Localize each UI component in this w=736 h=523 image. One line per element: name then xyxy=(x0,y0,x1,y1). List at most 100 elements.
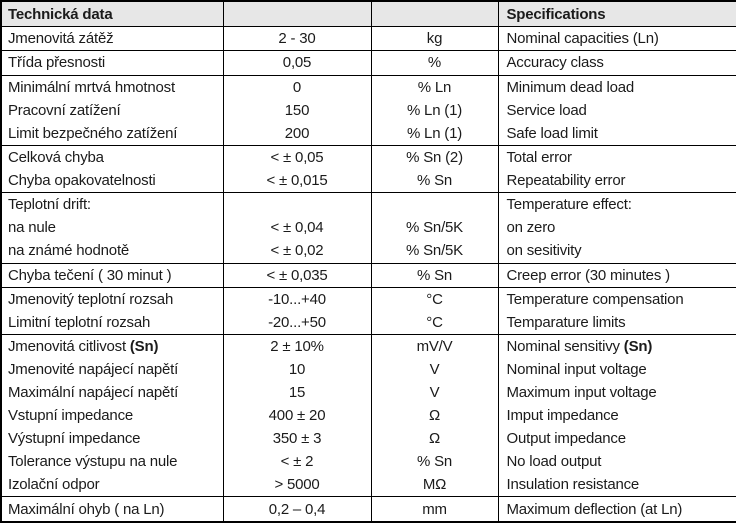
spec-label-cz: na nule xyxy=(8,219,56,237)
spec-label-en: Insulation resistance xyxy=(506,476,640,494)
spec-value: 10 xyxy=(288,361,306,379)
header-cell-czech: Technická data xyxy=(1,1,223,27)
spec-label-en: Maximum deflection (at Ln) xyxy=(506,500,683,518)
spec-label-en: Nominal input voltage xyxy=(506,361,647,379)
header-row: Technická data Specifications xyxy=(1,1,736,27)
spec-label-en: No load output xyxy=(506,453,602,471)
spec-label-en: Accuracy class xyxy=(506,54,604,72)
spec-label-cz: Tolerance výstupu na nule xyxy=(8,453,178,471)
spec-value: < ± 0,04 xyxy=(270,219,324,237)
spec-unit: % Sn (2) xyxy=(406,149,463,167)
spec-unit: kg xyxy=(426,30,443,48)
spec-label-en: Service load xyxy=(506,101,587,119)
table-row: Chyba tečení ( 30 minut ) < ± 0,035 % Sn… xyxy=(1,262,736,288)
spec-value: < ± 2 xyxy=(280,453,314,471)
spec-label-cz-bold: (Sn) xyxy=(129,338,159,356)
spec-value: < ± 0,035 xyxy=(266,266,328,284)
spec-label-en: Maximum input voltage xyxy=(506,384,657,402)
spec-label-en: Repeatability error xyxy=(506,172,626,190)
spec-unit: % Ln (1) xyxy=(406,124,463,142)
spec-unit: % Sn xyxy=(416,453,453,471)
spec-label-en: Temperature effect: xyxy=(506,196,632,214)
table-row: Maximální ohyb ( na Ln) 0,2 – 0,4 mm Max… xyxy=(1,496,736,522)
spec-label-cz: Jmenovitá citlivost xyxy=(8,338,130,356)
table-row: Celková chyba < ± 0,05 % Sn (2) Total er… xyxy=(1,144,736,170)
table-row: Izolační odpor > 5000 MΩ Insulation resi… xyxy=(1,473,736,497)
table-row: Teplotní drift: Temperature effect: xyxy=(1,192,736,217)
table-row: Tolerance výstupu na nule < ± 2 % Sn No … xyxy=(1,450,736,474)
spec-unit: mm xyxy=(422,500,447,518)
table-row: Jmenovitá citlivost (Sn) 2 ± 10% mV/V No… xyxy=(1,334,736,359)
spec-label-cz: Jmenovitý teplotní rozsah xyxy=(8,290,174,308)
spec-label-cz: Jmenovitá zátěž xyxy=(8,30,114,48)
spec-value: 15 xyxy=(288,384,306,402)
table-title-czech: Technická data xyxy=(8,5,113,23)
spec-unit: % Ln (1) xyxy=(406,101,463,119)
spec-unit: mV/V xyxy=(416,338,453,356)
spec-value: > 5000 xyxy=(274,476,320,494)
spec-unit: °C xyxy=(426,314,443,332)
spec-value: < ± 0,05 xyxy=(270,149,324,167)
spec-unit: % Sn xyxy=(416,172,453,190)
spec-label-cz: Výstupní impedance xyxy=(8,430,141,448)
spec-unit: % Ln xyxy=(417,78,452,96)
spec-unit: °C xyxy=(426,290,443,308)
spec-value: 0 xyxy=(292,78,302,96)
spec-label-cz: Pracovní zatížení xyxy=(8,101,121,119)
spec-label-cz: Izolační odpor xyxy=(8,476,100,494)
table-title-english: Specifications xyxy=(506,5,606,23)
spec-label-en: Creep error (30 minutes ) xyxy=(506,266,671,284)
spec-label-cz: Limitní teplotní rozsah xyxy=(8,314,151,332)
spec-label-cz: Jmenovité napájecí napětí xyxy=(8,361,179,379)
table-row: Limitní teplotní rozsah -20...+50 °C Tem… xyxy=(1,311,736,335)
spec-label-en: Nominal capacities (Ln) xyxy=(506,30,659,48)
spec-label-cz: Třída přesnosti xyxy=(8,54,106,72)
spec-value: 2 ± 10% xyxy=(270,338,324,356)
spec-value: < ± 0,015 xyxy=(266,172,328,190)
spec-label-en: Imput impedance xyxy=(506,407,619,425)
table-row: Minimální mrtvá hmotnost 0 % Ln Minimum … xyxy=(1,74,736,99)
table-row: Jmenovitá zátěž 2 - 30 kg Nominal capaci… xyxy=(1,26,736,51)
spec-unit: % Sn/5K xyxy=(406,219,463,237)
spec-label-cz: Chyba tečení ( 30 minut ) xyxy=(8,266,172,284)
spec-label-en: Temperature compensation xyxy=(506,290,684,308)
spec-label-en: on zero xyxy=(506,219,556,237)
spec-label-en: Output impedance xyxy=(506,430,627,448)
spec-value: 400 ± 20 xyxy=(268,407,326,425)
header-cell-empty xyxy=(222,1,371,27)
spec-value: 200 xyxy=(284,124,310,142)
spec-label-en-bold: (Sn) xyxy=(623,338,653,356)
spec-label-en: Temparature limits xyxy=(506,314,626,332)
spec-label-cz: Chyba opakovatelnosti xyxy=(8,172,156,190)
table-row: Pracovní zatížení 150 % Ln (1) Service l… xyxy=(1,98,736,122)
spec-label-cz: Vstupní impedance xyxy=(8,407,134,425)
spec-unit: V xyxy=(429,361,440,379)
table-row: Vstupní impedance 400 ± 20 Ω Imput imped… xyxy=(1,404,736,428)
spec-label-cz: Limit bezpečného zatížení xyxy=(8,124,178,142)
spec-unit: % Sn/5K xyxy=(406,242,463,260)
spec-label-cz: Maximální ohyb ( na Ln) xyxy=(8,500,165,518)
spec-unit: MΩ xyxy=(422,476,447,494)
spec-label-en: Nominal sensitivy xyxy=(506,338,624,356)
spec-value: < ± 0,02 xyxy=(270,242,324,260)
spec-label-cz: Teplotní drift: xyxy=(8,196,91,214)
table-row: Třída přesnosti 0,05 % Accuracy class xyxy=(1,50,736,76)
table-row: Chyba opakovatelnosti < ± 0,015 % Sn Rep… xyxy=(1,169,736,193)
table-row: na známé hodnotě < ± 0,02 % Sn/5K on ses… xyxy=(1,239,736,264)
spec-label-en: Safe load limit xyxy=(506,124,598,142)
table-row: na nule < ± 0,04 % Sn/5K on zero xyxy=(1,216,736,240)
spec-unit: Ω xyxy=(428,430,440,448)
spec-value: -20...+50 xyxy=(268,314,326,332)
spec-value: -10...+40 xyxy=(268,290,326,308)
table-row: Limit bezpečného zatížení 200 % Ln (1) S… xyxy=(1,121,736,146)
spec-label-cz: Celková chyba xyxy=(8,149,104,167)
spec-label-en: on sesitivity xyxy=(506,242,582,260)
table-row: Jmenovitý teplotní rozsah -10...+40 °C T… xyxy=(1,286,736,312)
spec-label-en: Total error xyxy=(506,149,573,167)
spec-unit: % xyxy=(427,54,442,72)
header-cell-empty xyxy=(370,1,498,27)
table-row: Výstupní impedance 350 ± 3 Ω Output impe… xyxy=(1,427,736,451)
spec-value: 150 xyxy=(284,101,310,119)
